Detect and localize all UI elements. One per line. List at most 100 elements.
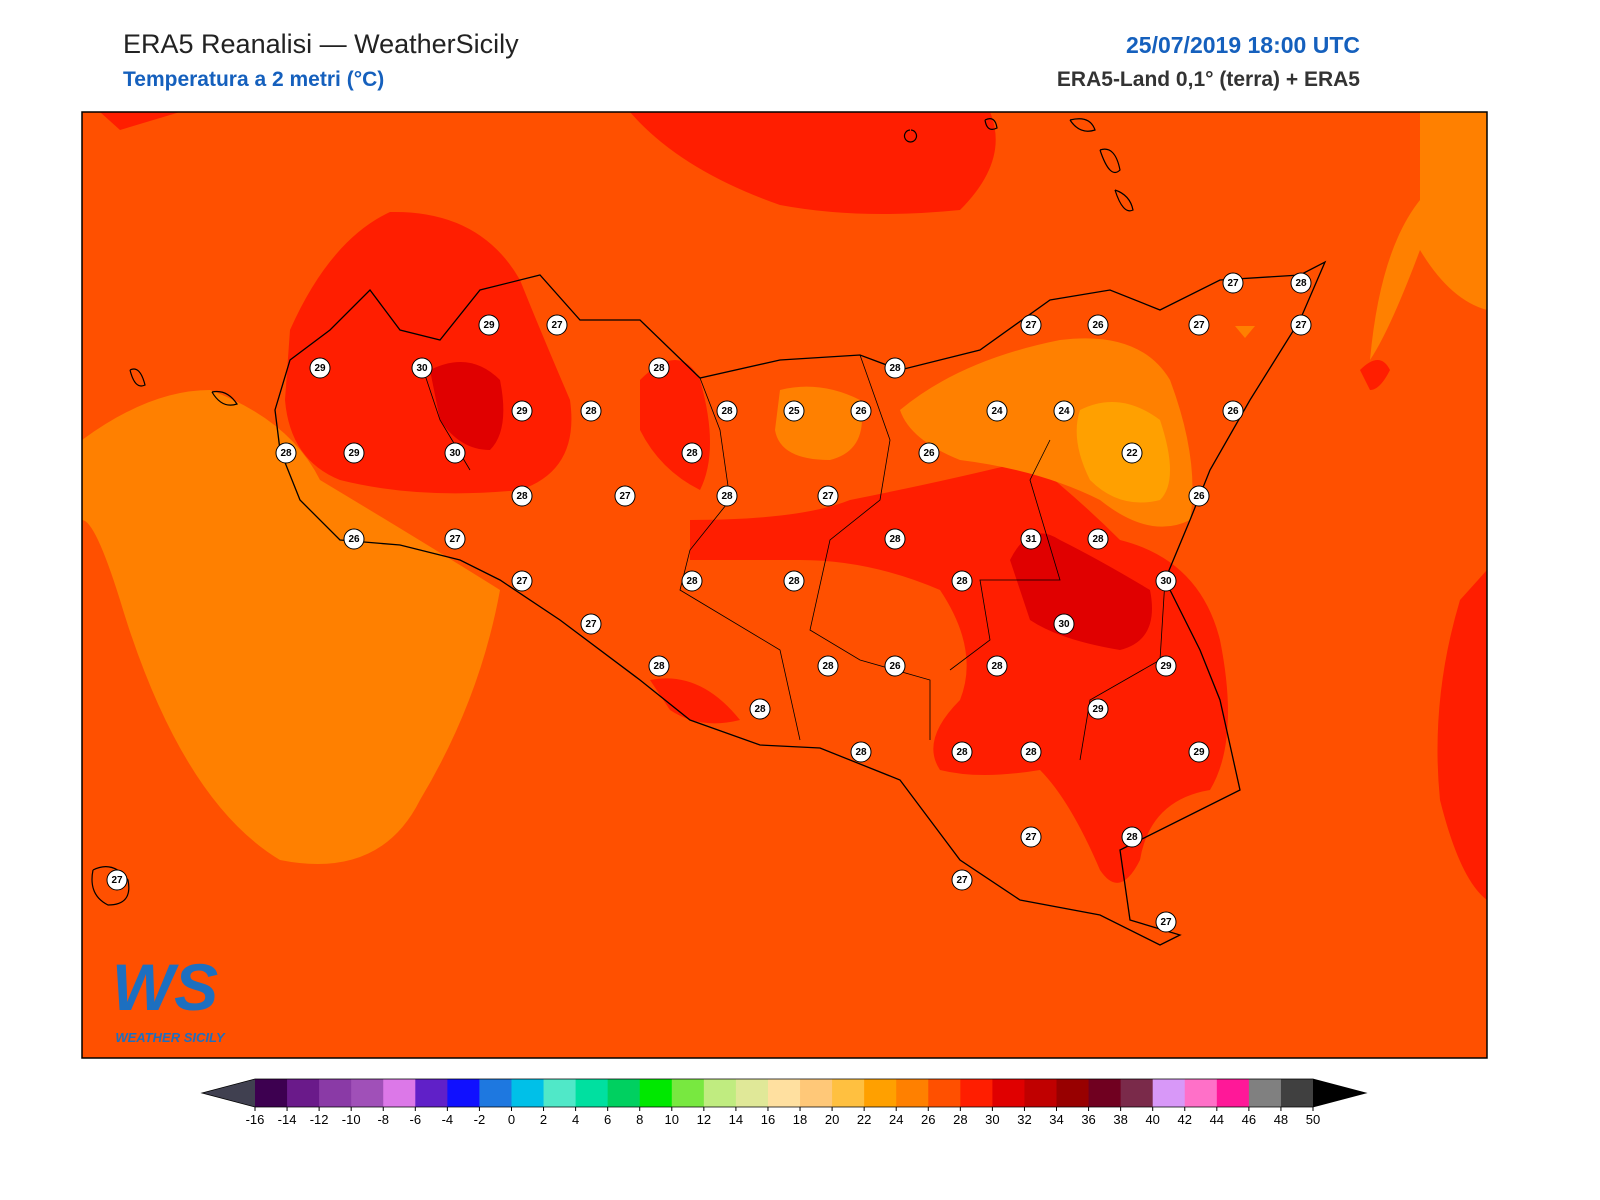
station-marker (444, 442, 466, 464)
station-marker (1188, 485, 1210, 507)
colorbar-tick-label: 12 (697, 1112, 711, 1127)
colorbar-swatch (703, 1079, 737, 1107)
station-marker (783, 400, 805, 422)
station: 29 (343, 442, 365, 464)
colorbar-tick-label: 20 (825, 1112, 839, 1127)
station-value: 27 (822, 491, 834, 502)
station-marker (918, 442, 940, 464)
station-marker (648, 357, 670, 379)
colorbar-swatch (511, 1079, 545, 1107)
station: 28 (783, 570, 805, 592)
station-marker (444, 528, 466, 550)
station-value: 27 (619, 491, 631, 502)
station-value: 28 (653, 661, 665, 672)
colorbar-swatch (800, 1079, 833, 1107)
station: 27 (1188, 314, 1210, 336)
colorbar-tick-label: 48 (1274, 1112, 1288, 1127)
hotter-zone (430, 362, 504, 450)
colorbar-tick-label: 30 (985, 1112, 999, 1127)
colorbar-tick-label: 26 (921, 1112, 935, 1127)
colorbar-tick-label: 14 (729, 1112, 743, 1127)
colorbar-tick-label: 24 (889, 1112, 903, 1127)
station-marker (716, 400, 738, 422)
subtitle: Temperatura a 2 metri (°C) (123, 68, 384, 91)
warm-zone (1370, 112, 1487, 360)
station: 28 (884, 528, 906, 550)
station-marker (1087, 314, 1109, 336)
station: 26 (850, 400, 872, 422)
station-value: 27 (1025, 832, 1037, 843)
station: 29 (1087, 698, 1109, 720)
station: 27 (1290, 314, 1312, 336)
station-value: 28 (822, 661, 834, 672)
station-value: 28 (1126, 832, 1138, 843)
station: 27 (580, 613, 602, 635)
station-marker (1087, 528, 1109, 550)
station: 30 (1155, 570, 1177, 592)
colorbar-tick-label: 40 (1145, 1112, 1159, 1127)
station-value: 28 (653, 363, 665, 374)
station-marker (275, 442, 297, 464)
station: 26 (918, 442, 940, 464)
station-marker (850, 400, 872, 422)
station: 26 (1087, 314, 1109, 336)
colorbar-swatch (1216, 1079, 1250, 1107)
colorbar-tick-label: 34 (1049, 1112, 1063, 1127)
warm-zone (1235, 326, 1255, 338)
colorbar-swatch (960, 1079, 993, 1107)
station-value: 31 (1025, 534, 1037, 545)
station-value: 28 (956, 747, 968, 758)
station: 31 (1020, 528, 1042, 550)
station: 27 (106, 869, 128, 891)
station: 24 (1053, 400, 1075, 422)
colorbar-swatch (607, 1079, 641, 1107)
station-value: 28 (1295, 278, 1307, 289)
station: 28 (850, 741, 872, 763)
station: 26 (343, 528, 365, 550)
station-value: 27 (111, 875, 123, 886)
colorbar-tick-label: 22 (857, 1112, 871, 1127)
station-marker (1121, 442, 1143, 464)
station-value: 28 (280, 448, 292, 459)
map-frame (81, 111, 1488, 1059)
station-marker (511, 400, 533, 422)
colorbar-swatch (1152, 1079, 1186, 1107)
colorbar-tick-label: -12 (310, 1112, 329, 1127)
station: 28 (986, 655, 1008, 677)
colorbar-tick-label: -2 (474, 1112, 486, 1127)
colorbar-tick-label: 50 (1306, 1112, 1320, 1127)
station-marker (817, 655, 839, 677)
station: 27 (614, 485, 636, 507)
station-marker (1087, 698, 1109, 720)
date: 25/07/2019 18:00 UTC (1126, 32, 1360, 58)
colorbar-tick-label: 16 (761, 1112, 775, 1127)
station: 28 (1121, 826, 1143, 848)
colorbar-swatch (415, 1079, 448, 1107)
station: 27 (1020, 314, 1042, 336)
colorbar-swatch (992, 1079, 1025, 1107)
station-value: 26 (855, 406, 867, 417)
colorbar-tick-label: -10 (342, 1112, 361, 1127)
station: 28 (648, 655, 670, 677)
station-marker (681, 570, 703, 592)
station: 28 (580, 400, 602, 422)
colorbar-swatch (896, 1079, 929, 1107)
colorbar-swatch (671, 1079, 705, 1107)
colorbar-tick-label: -14 (278, 1112, 297, 1127)
station-marker (511, 485, 533, 507)
station-marker (614, 485, 636, 507)
station-value: 26 (1193, 491, 1205, 502)
station-value: 26 (348, 534, 360, 545)
station-value: 29 (348, 448, 360, 459)
station-marker (546, 314, 568, 336)
station-marker (1155, 655, 1177, 677)
station: 27 (1222, 272, 1244, 294)
colorbar-tick-label: -8 (377, 1112, 389, 1127)
station-marker (1020, 314, 1042, 336)
station: 26 (1188, 485, 1210, 507)
station-value: 22 (1126, 448, 1138, 459)
colorbar-tick-label: 44 (1210, 1112, 1224, 1127)
station-marker (1121, 826, 1143, 848)
